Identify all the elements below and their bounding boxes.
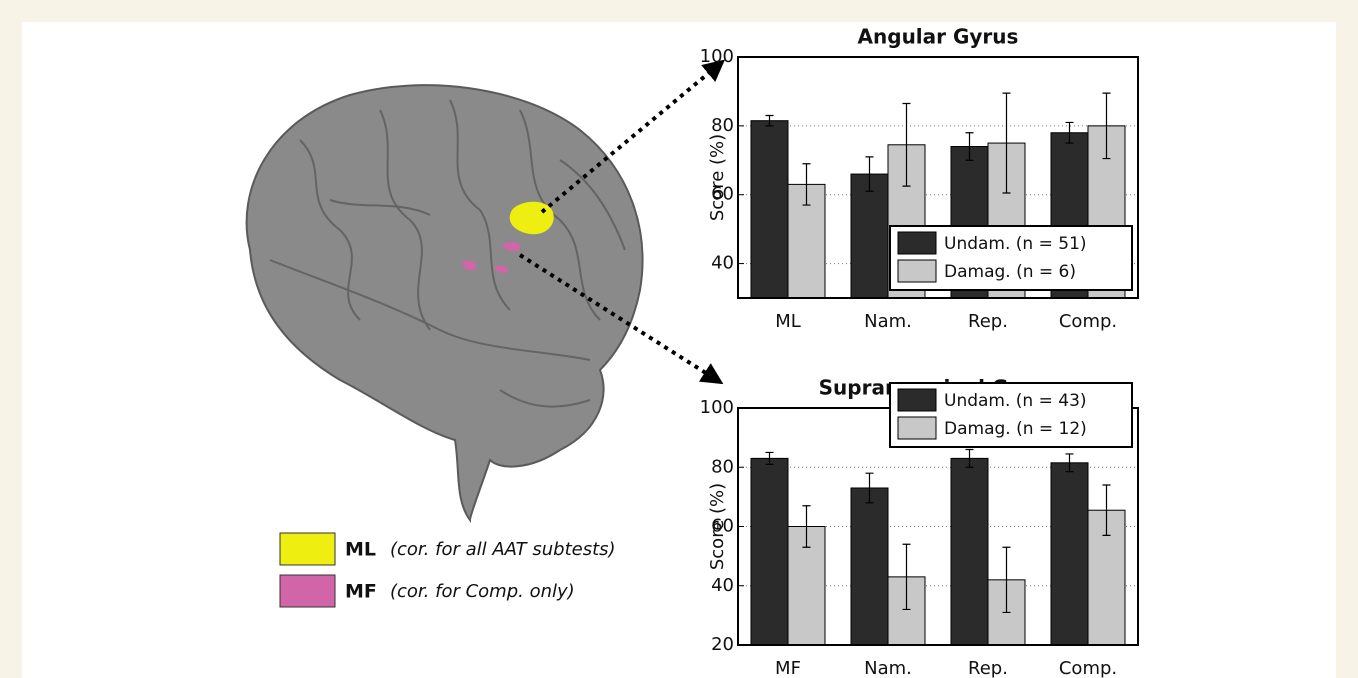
x-tick-label: MF (775, 658, 801, 678)
y-tick-label: 100 (700, 46, 734, 67)
legend-swatch (898, 232, 936, 254)
bar (1051, 463, 1088, 645)
y-tick-label: 40 (711, 253, 734, 274)
y-tick-label: 20 (711, 634, 734, 655)
y-tick-label: 40 (711, 575, 734, 596)
legend-swatch (280, 533, 335, 565)
legend-label: Undam. (n = 51) (944, 234, 1087, 254)
bar (751, 121, 788, 298)
x-tick-label: Comp. (1059, 658, 1117, 678)
y-axis-label: Score (%) (707, 134, 728, 221)
bar (851, 488, 888, 645)
y-tick-label: 60 (711, 184, 734, 205)
bar (851, 174, 888, 298)
legend-swatch (898, 389, 936, 411)
x-tick-label: Rep. (968, 658, 1008, 678)
x-tick-label: ML (775, 311, 801, 332)
bar (951, 458, 988, 645)
x-tick-label: Rep. (968, 311, 1008, 332)
legend-label: MF (345, 581, 377, 603)
chart-title: Angular Gyrus (858, 25, 1019, 49)
y-tick-label: 100 (700, 397, 734, 418)
legend-label: Damag. (n = 6) (944, 262, 1076, 282)
brain-legend: ML (cor. for all AAT subtests) MF (cor. for… (280, 533, 616, 607)
y-tick-label: 60 (711, 516, 734, 537)
legend-swatch (280, 575, 335, 607)
legend-swatch (898, 417, 936, 439)
bar (751, 458, 788, 645)
legend-label: Damag. (n = 12) (944, 419, 1087, 439)
x-tick-label: Comp. (1059, 311, 1117, 332)
x-tick-label: Nam. (864, 658, 912, 678)
legend-label: ML (345, 539, 376, 561)
figure: ML (cor. for all AAT subtests) MF (cor. for… (0, 0, 1358, 678)
legend-label: Undam. (n = 43) (944, 391, 1087, 411)
x-tick-label: Nam. (864, 311, 912, 332)
legend-note: (cor. for all AAT subtests) (390, 539, 616, 560)
y-tick-label: 80 (711, 115, 734, 136)
y-tick-label: 80 (711, 456, 734, 477)
legend-swatch (898, 260, 936, 282)
brain (247, 85, 643, 520)
legend-note: (cor. for Comp. only) (390, 581, 575, 602)
